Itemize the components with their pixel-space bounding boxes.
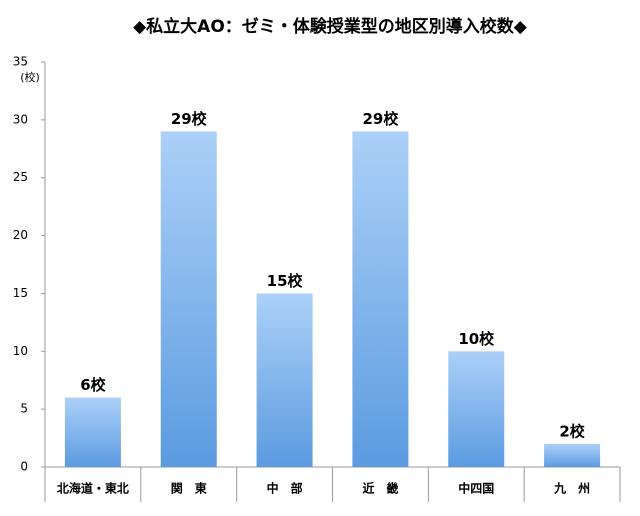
x-tick-label: 九 州 xyxy=(553,481,590,496)
y-tick-label: 0 xyxy=(20,460,28,474)
y-tick-label: 10 xyxy=(13,344,28,358)
value-label: 15校 xyxy=(267,272,304,290)
bar xyxy=(160,131,217,467)
chart-title: ◆私立大AO：ゼミ・体験授業型の地区別導入校数◆ xyxy=(133,16,528,37)
bar xyxy=(256,293,313,467)
x-tick-label: 北海道・東北 xyxy=(57,481,129,496)
x-tick-label: 中 部 xyxy=(267,481,303,496)
x-tick-label: 関 東 xyxy=(171,481,207,496)
value-label: 10校 xyxy=(458,330,495,348)
value-label: 29校 xyxy=(362,110,399,128)
y-tick-label: 25 xyxy=(13,170,28,184)
x-tick-label: 中四国 xyxy=(458,481,494,496)
value-label: 6校 xyxy=(80,376,106,394)
y-tick-label: 35 xyxy=(13,55,28,69)
x-tick-label: 近 畿 xyxy=(362,481,398,496)
bar xyxy=(448,351,505,467)
bar xyxy=(544,443,601,467)
y-tick-label: 30 xyxy=(13,112,28,126)
value-label: 2校 xyxy=(559,422,585,440)
bar xyxy=(64,397,121,467)
y-tick-label: 15 xyxy=(13,286,28,300)
y-tick-label: 5 xyxy=(20,402,28,416)
value-label: 29校 xyxy=(171,110,208,128)
y-tick-label: 20 xyxy=(13,228,28,242)
y-unit: (校) xyxy=(20,70,40,84)
bar xyxy=(352,131,409,467)
